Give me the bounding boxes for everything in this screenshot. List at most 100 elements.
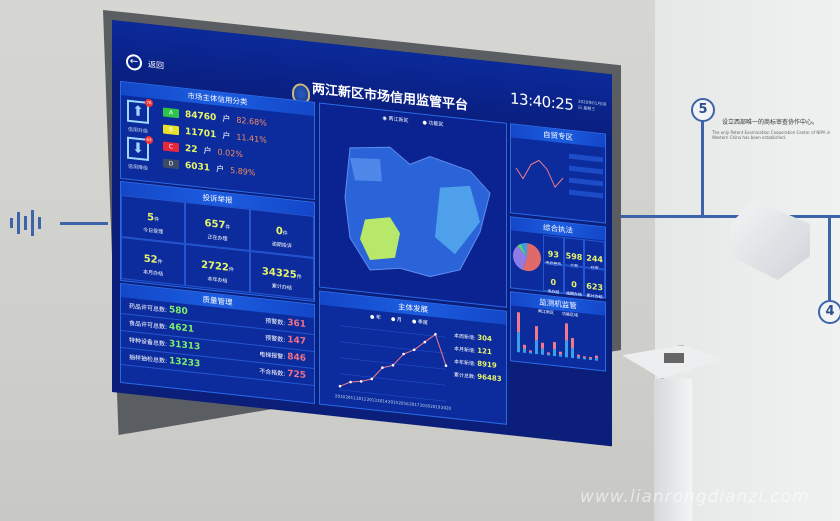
grade-count: 11701 <box>185 126 217 140</box>
wall-timeline <box>701 118 704 216</box>
complaint-stat[interactable]: 5件 今日受理 <box>121 194 186 244</box>
data-point[interactable] <box>381 366 384 370</box>
grade-badge: A <box>163 107 179 119</box>
data-point[interactable] <box>338 384 342 388</box>
bar <box>583 356 586 358</box>
bar <box>523 348 526 353</box>
enforce-stat[interactable]: 623 累计办结 <box>584 267 605 299</box>
enforce-stat[interactable]: 244 结案 <box>584 239 605 271</box>
enforce-stat[interactable]: 93 审批服务 <box>543 234 564 267</box>
bar <box>547 353 550 356</box>
tab-year[interactable]: ● 年 <box>370 314 381 322</box>
grade-badge: D <box>163 158 179 170</box>
bar <box>559 351 562 355</box>
growth-stat: 本年新增: 8919 <box>454 359 497 370</box>
grade-badge: B <box>163 124 179 136</box>
quality-panel: 质量管理 药品许可总数: 580 预警数: 361 食品许可总数: 4621 预警数:… <box>120 282 315 405</box>
map-region[interactable] <box>350 156 382 183</box>
dashboard-screen: ← 返回 两江新区市场信用监管平台 13:40:25 2020年01月08日 星期… <box>112 20 612 447</box>
bar <box>577 356 580 359</box>
growth-line-chart: 2010 2011 2012 2013 2014 2015 2016 2017 2018 2019… <box>335 325 452 411</box>
pie-slice[interactable] <box>522 243 541 273</box>
map-panel: ◉ 两江新区 ● 功能区 <box>319 102 507 308</box>
data-point[interactable] <box>434 333 437 336</box>
bar <box>523 344 526 349</box>
grade-percent: 5.89% <box>230 165 256 178</box>
complaints-panel: 投诉举报 5件 今日受理 657件 正在办理 0件 逾期投诉 52件 本月办结 2722件 本年办… <box>120 180 315 303</box>
wall-caption: 设立西部唯一的商标审查协作中心。 <box>722 119 819 126</box>
value: 13233 <box>168 356 201 370</box>
x-tick-label: 2012 <box>356 396 367 402</box>
unit: 户 <box>222 113 231 124</box>
bar <box>541 342 544 349</box>
wall-caption-en: The only Patent Examination Cooperation … <box>712 130 831 140</box>
value: 725 <box>287 369 306 382</box>
bar <box>565 323 568 341</box>
wall-timeline <box>60 222 108 225</box>
enforce-stat[interactable]: 598 立案 <box>563 237 585 269</box>
enforcement-panel: 综合执法 93 审批服务 598 立案 244 结案 0 未办结 0 逾期办结 623 累计办结 <box>510 216 606 299</box>
value: 31313 <box>168 339 201 353</box>
tab-month[interactable]: ● 月 <box>390 316 402 324</box>
bar <box>541 348 544 355</box>
data-point[interactable] <box>391 363 395 367</box>
bar <box>517 311 520 333</box>
x-tick-label: 2011 <box>346 394 357 400</box>
stat-value: 34325 <box>261 266 297 282</box>
complaint-stat[interactable]: 657件 正在办理 <box>185 201 250 251</box>
pie-slice[interactable] <box>513 245 527 270</box>
monitor-bar-chart <box>517 311 598 361</box>
enforcement-pie-chart <box>513 242 541 273</box>
value: 846 <box>287 352 306 365</box>
pie-slice[interactable] <box>517 243 527 258</box>
enforce-stat[interactable]: 0 未办结 <box>543 262 564 295</box>
bar <box>529 351 532 354</box>
label: 电梯报警: <box>259 350 286 361</box>
bar <box>595 357 598 361</box>
map-region[interactable] <box>435 182 480 257</box>
data-point[interactable] <box>402 352 405 356</box>
unit: 件 <box>154 216 160 224</box>
data-point[interactable] <box>412 348 416 352</box>
complaint-stat[interactable]: 2722件 本年办结 <box>185 243 250 293</box>
bar <box>583 357 586 360</box>
data-point[interactable] <box>359 380 363 383</box>
data-point[interactable] <box>444 364 448 368</box>
data-point[interactable] <box>423 340 427 344</box>
bar <box>571 337 574 349</box>
pie-slice[interactable] <box>521 242 527 258</box>
watermark: www.lianrongdianzi.com <box>580 487 810 507</box>
bar <box>589 356 592 359</box>
complaint-stat[interactable]: 0件 逾期投诉 <box>249 208 314 258</box>
enforce-stat[interactable]: 0 逾期办结 <box>563 265 585 297</box>
gridline <box>340 341 446 354</box>
data-point[interactable] <box>370 377 374 381</box>
unit: 户 <box>216 164 225 175</box>
stat-label: 正在办理 <box>207 234 228 243</box>
x-tick-label: 2015 <box>388 399 399 405</box>
gridline <box>340 373 446 386</box>
map-region-highlight[interactable] <box>360 214 400 263</box>
bar <box>577 354 580 357</box>
grade-percent: 82.68% <box>236 115 267 128</box>
grade-count: 6031 <box>185 160 211 174</box>
complaint-stat[interactable]: 34325件 累计办结 <box>249 250 314 300</box>
bar <box>553 341 556 350</box>
data-point[interactable] <box>349 380 352 384</box>
unit: 件 <box>282 230 288 238</box>
x-tick-label: 2010 <box>335 393 346 399</box>
wall-bars-decoration <box>10 210 41 236</box>
label: 药品许可总数: <box>129 302 168 314</box>
credit-downgrade-button[interactable]: ⬇ 63 <box>127 135 153 162</box>
gridline <box>340 325 446 338</box>
credit-upgrade-button[interactable]: ⬆ 78 <box>127 98 153 125</box>
step-5-marker: 5 <box>691 98 715 122</box>
district-map[interactable] <box>320 115 506 295</box>
x-tick-label: 2020 <box>441 405 452 411</box>
stat-label: 今日受理 <box>143 227 164 236</box>
growth-stat: 本月新增: 121 <box>454 346 492 357</box>
complaint-stat[interactable]: 52件 本月办结 <box>121 236 186 286</box>
value: 4621 <box>168 322 195 335</box>
x-tick-label: 2016 <box>399 400 410 406</box>
gridline <box>340 357 446 370</box>
